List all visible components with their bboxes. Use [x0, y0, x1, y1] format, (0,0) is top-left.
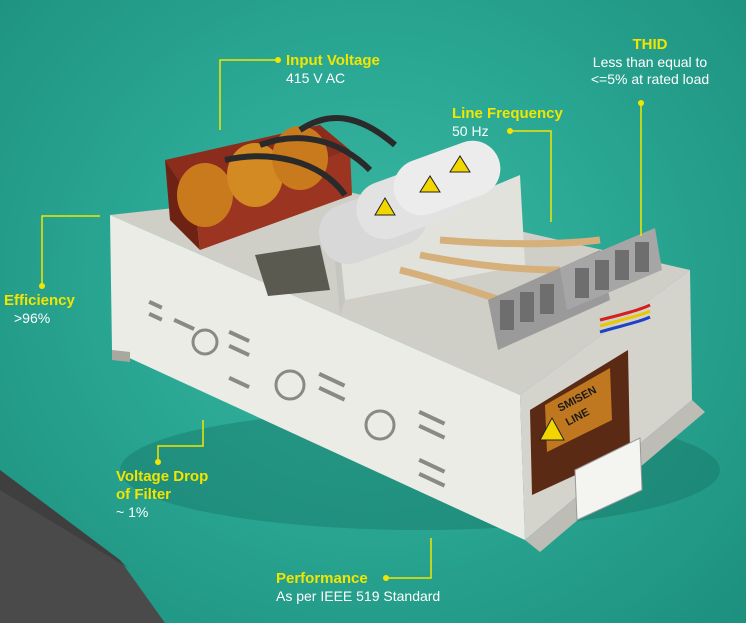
warning-icon [449, 155, 471, 173]
input-voltage-value: 415 V AC [286, 70, 346, 86]
wiring-harness [399, 236, 601, 304]
ventilation-patterns [191, 328, 396, 441]
performance-value: As per IEEE 519 Standard [276, 588, 441, 604]
ventilation-slots [148, 300, 446, 488]
thid-value-line2: <=5% at rated load [590, 70, 710, 87]
warning-icon [374, 197, 396, 216]
voltage-drop-title-line2: of Filter [116, 486, 171, 503]
voltage-drop-value: ~ 1% [116, 504, 149, 520]
reactor [165, 115, 397, 250]
callout-voltage-drop: Voltage Drop of Filter ~ 1% [116, 468, 208, 521]
capacitors [318, 140, 501, 265]
line-frequency-title: Line Frequency [452, 105, 563, 122]
rating-plate [574, 437, 643, 521]
performance-title: Performance [276, 570, 368, 587]
input-voltage-title: Input Voltage [286, 52, 380, 69]
callout-performance: Performance As per IEEE 519 Standard [276, 570, 440, 605]
voltage-drop-title-line1: Voltage Drop [116, 468, 209, 485]
mounting-foot [112, 350, 130, 362]
warning-icon [539, 416, 565, 441]
capacitor [393, 140, 501, 216]
efficiency-title: Efficiency [4, 292, 75, 309]
thid-title: THID [632, 36, 668, 53]
warning-icon [419, 175, 441, 193]
terminal-blocks [488, 228, 662, 350]
reactor-coil [177, 163, 233, 227]
capacitor-bracket [340, 175, 525, 300]
cabinet-cavity [255, 245, 330, 296]
callout-thid: THID Less than equal to <=5% at rated lo… [560, 36, 740, 88]
line-frequency-value: 50 Hz [452, 123, 489, 139]
callout-line-frequency: Line Frequency 50 Hz [452, 105, 563, 140]
thid-value-line1: Less than equal to [592, 54, 708, 70]
callout-efficiency: Efficiency >96% [4, 292, 75, 327]
efficiency-value: >96% [14, 310, 51, 326]
callout-input-voltage: Input Voltage 415 V AC [286, 52, 380, 87]
